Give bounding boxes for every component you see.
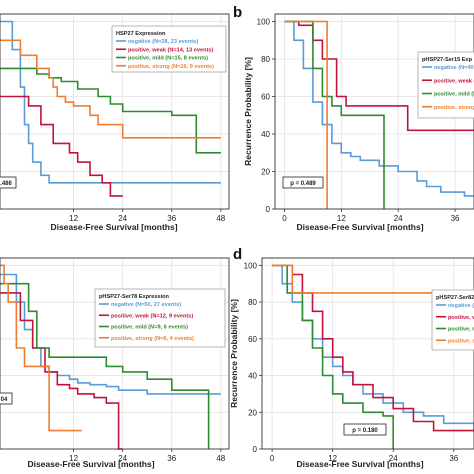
y-axis-title: Recurrence Probability [%] (229, 299, 239, 408)
series-line-2 (272, 264, 474, 432)
series-line-1 (272, 264, 474, 431)
x-tick-label: 36 (451, 214, 460, 223)
legend-label: positive, mild (N=9, 6 events) (111, 325, 188, 331)
legend-label: positive, mild (N= (434, 92, 474, 98)
legend-label: negative (N=34, (448, 303, 474, 309)
y-tick-label: 0 (253, 445, 258, 454)
x-tick-label: 36 (167, 454, 176, 463)
legend-label: negative (N=40, 4 (434, 65, 474, 71)
pvalue-box (282, 176, 324, 189)
y-tick-label: 40 (261, 130, 270, 139)
y-tick-label: 80 (261, 55, 270, 64)
legend: pHSP27-Ser78 Expression negative (N=50, 2… (94, 288, 226, 348)
y-tick-label: 40 (248, 372, 257, 381)
pvalue-box (0, 176, 17, 189)
legend-label: negative (N=28, 23 events) (128, 39, 198, 45)
y-tick-label: 80 (248, 298, 257, 307)
y-tick-label: 0 (266, 205, 271, 214)
x-tick-label: 0 (282, 214, 287, 223)
legend-title: pHSP27-Ser15 Exp (422, 57, 473, 63)
series-line-2 (0, 95, 123, 197)
series-line-4 (272, 264, 474, 294)
y-tick-label: 60 (261, 93, 270, 102)
panel-letter: d (233, 246, 242, 263)
x-tick-label: 24 (389, 454, 398, 463)
panel-1: 12 24 36 48 Disease-Free Survival [months] .4… (0, 13, 230, 232)
plot-frame (261, 257, 474, 450)
y-tick-label: 100 (244, 261, 258, 270)
legend-box (111, 25, 227, 73)
y-tick-label: 100 (257, 18, 271, 27)
x-tick-label: 24 (394, 214, 403, 223)
panel-3: 12 24 36 48 Disease-Free Survival [months] 04… (0, 257, 230, 469)
plot-frame (0, 257, 230, 450)
series-line-3 (0, 282, 210, 449)
legend-label: positive, mild (N=15, 8 events) (128, 56, 208, 62)
legend-label: positive, weak ( (448, 315, 474, 321)
x-tick-label: 24 (118, 214, 127, 223)
panel-2: 0 12 24 36 0 20 40 60 80 100 Disease-Free Survival… (233, 4, 474, 232)
pvalue-text: 04 (1, 397, 8, 403)
legend-title: pHSP27-Ser78 Expression (99, 294, 170, 300)
series-line-1 (284, 20, 474, 197)
x-axis-title: Disease-Free Survival [months] (296, 222, 423, 232)
x-tick-label: 36 (449, 454, 458, 463)
legend-title: pHSP27-Ser82 (436, 295, 474, 301)
y-tick-label: 20 (248, 408, 257, 417)
legend-label: positive, mild (N (448, 327, 474, 333)
x-tick-label: 12 (69, 454, 78, 463)
legend: pHSP27-Ser82 negative (N=34, positive, wea… (431, 289, 474, 351)
x-tick-label: 36 (167, 214, 176, 223)
plot-area (262, 258, 474, 449)
series-line-4 (284, 20, 328, 209)
x-tick-label: 48 (216, 454, 225, 463)
legend: pHSP27-Ser15 Exp negative (N=40, 4 positiv… (417, 51, 474, 119)
pvalue-box (0, 392, 13, 405)
x-tick-label: 0 (270, 454, 275, 463)
legend-label: positive, weak (N=12, 9 events) (111, 313, 193, 319)
series-line-2 (0, 292, 123, 450)
legend: HSP27 Expression negative (N=28, 23 event… (111, 25, 227, 73)
series-line-4 (0, 39, 221, 139)
series-line-2 (284, 20, 474, 132)
y-tick-label: 20 (261, 168, 270, 177)
x-axis-title: Disease-Free Survival [months] (27, 459, 154, 469)
pvalue-text: p = 0.180 (352, 428, 378, 434)
series-line-3 (284, 20, 385, 209)
pvalue-text: p = 0.489 (290, 181, 316, 187)
x-tick-label: 48 (216, 214, 225, 223)
pvalue-box (343, 423, 387, 436)
plot-frame (274, 13, 474, 210)
pvalue-text: .486 (0, 181, 12, 187)
series-line-1 (0, 273, 221, 395)
legend-label: positive, strong (N (434, 105, 474, 111)
legend-label: positive, strong (N=6, 4 events) (111, 336, 194, 342)
legend-box (94, 288, 226, 348)
x-axis-title: Disease-Free Survival [months] (296, 459, 423, 469)
series-line-4 (0, 264, 82, 432)
x-tick-label: 12 (69, 214, 78, 223)
series-line-3 (272, 264, 394, 449)
plot-frame (0, 13, 230, 210)
legend-label: positive, weak (N (434, 78, 474, 84)
series-line-1 (0, 20, 221, 184)
panel-4: 0 12 24 36 0 20 40 60 80 100 Disease-Free Survival… (229, 246, 474, 469)
legend-title: HSP27 Expression (116, 31, 166, 37)
x-tick-label: 12 (328, 454, 337, 463)
legend-label: negative (N=50, 27 events) (111, 302, 181, 308)
panel-letter: b (233, 4, 242, 21)
legend-label: positive, strong (N=16, 9 events) (128, 64, 214, 70)
y-tick-label: 60 (248, 335, 257, 344)
legend-label: positive, weak (N=14, 13 events) (128, 47, 213, 53)
x-axis-title: Disease-Free Survival [months] (50, 222, 177, 232)
legend-label: positive, strong (448, 338, 474, 344)
x-tick-label: 12 (337, 214, 346, 223)
y-axis-title: Recurrence Probability [%] (243, 57, 253, 166)
plot-area (0, 258, 229, 449)
x-tick-label: 24 (118, 454, 127, 463)
